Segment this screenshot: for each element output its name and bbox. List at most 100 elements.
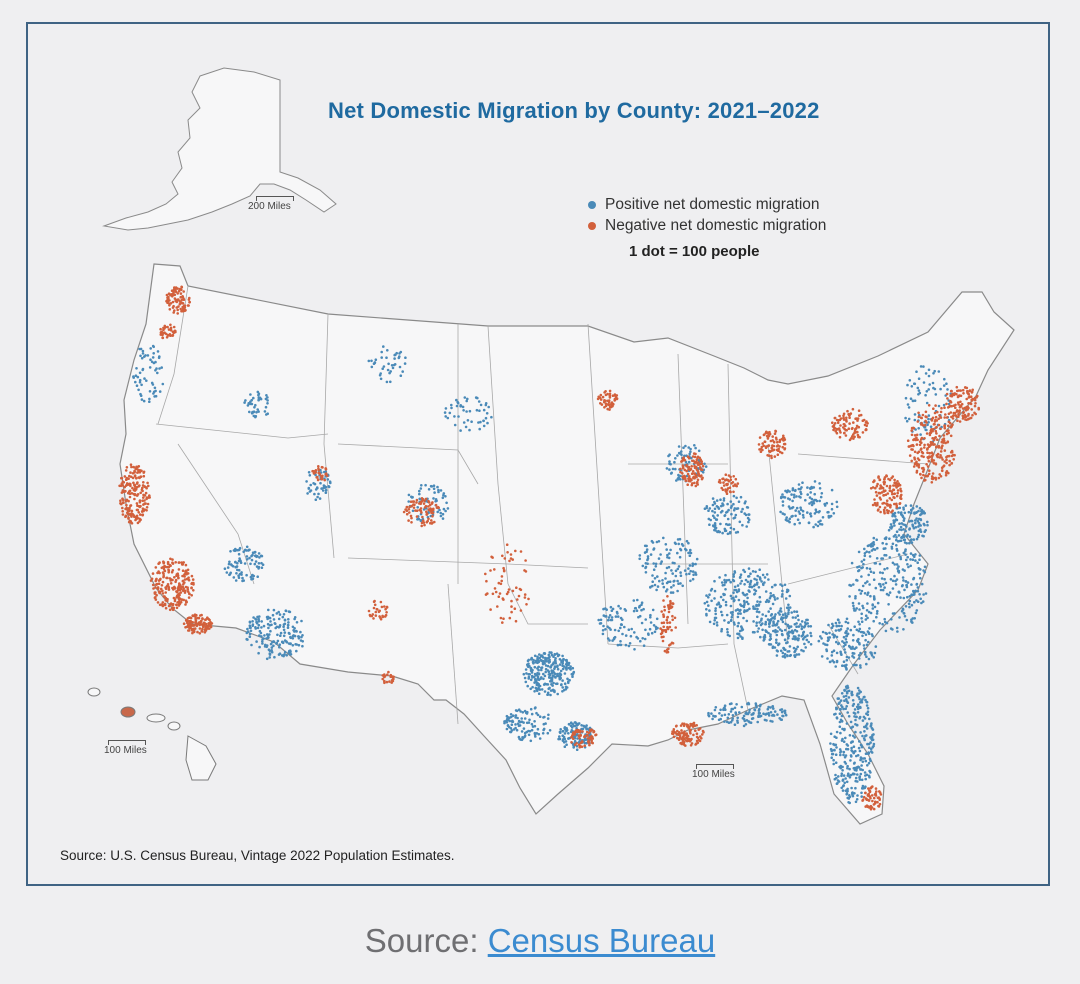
- positive-dot: [704, 465, 708, 468]
- negative-dot: [861, 419, 865, 423]
- negative-dot: [429, 507, 432, 510]
- positive-dot: [543, 660, 546, 664]
- negative-dot: [765, 434, 769, 438]
- positive-dot: [834, 665, 837, 668]
- negative-dot: [128, 489, 132, 493]
- positive-dot: [846, 632, 850, 636]
- positive-dot: [580, 724, 583, 727]
- negative-dot: [729, 478, 733, 482]
- negative-dot: [723, 479, 727, 482]
- negative-dot: [183, 591, 187, 594]
- positive-dot: [569, 665, 572, 668]
- negative-dot: [435, 506, 439, 510]
- negative-dot: [577, 743, 581, 746]
- positive-dot: [713, 511, 717, 514]
- positive-dot: [703, 462, 706, 466]
- positive-dot: [379, 377, 383, 381]
- positive-dot: [540, 654, 543, 657]
- positive-dot: [872, 543, 876, 546]
- positive-dot: [257, 410, 260, 413]
- migration-dot-map: [87, 67, 1015, 825]
- positive-dot: [795, 653, 798, 656]
- positive-dot: [881, 588, 885, 592]
- negative-dot: [312, 470, 316, 473]
- negative-dot: [839, 424, 842, 427]
- positive-dot: [677, 445, 681, 448]
- positive-dot: [908, 527, 911, 530]
- positive-dot: [654, 625, 658, 629]
- negative-dot: [938, 414, 941, 417]
- positive-dot: [883, 567, 886, 571]
- positive-dot: [537, 673, 541, 676]
- positive-dot: [844, 736, 847, 740]
- positive-dot: [781, 620, 785, 624]
- negative-dot: [175, 590, 179, 594]
- negative-dot: [947, 454, 951, 458]
- negative-dot: [882, 508, 886, 512]
- negative-dot: [844, 434, 848, 437]
- positive-dot: [645, 544, 648, 548]
- positive-dot: [575, 724, 579, 727]
- positive-dot: [403, 362, 407, 365]
- negative-dot: [955, 415, 958, 418]
- negative-dot: [698, 456, 701, 460]
- negative-dot: [952, 404, 956, 408]
- negative-dot: [932, 443, 935, 446]
- positive-dot: [722, 707, 725, 710]
- positive-dot: [843, 689, 846, 692]
- positive-dot: [770, 585, 774, 589]
- positive-dot: [861, 698, 864, 701]
- positive-dot: [842, 645, 845, 648]
- negative-dot: [685, 732, 688, 735]
- positive-dot: [897, 569, 901, 573]
- negative-dot: [131, 486, 134, 490]
- positive-dot: [713, 528, 716, 532]
- positive-dot: [723, 720, 726, 723]
- negative-dot: [168, 608, 172, 612]
- negative-dot: [586, 737, 590, 740]
- negative-dot: [136, 468, 139, 471]
- positive-dot: [927, 414, 931, 417]
- positive-dot: [752, 605, 755, 608]
- negative-dot: [899, 490, 903, 493]
- negative-dot: [174, 287, 178, 290]
- positive-dot: [822, 642, 825, 645]
- negative-dot: [178, 582, 181, 585]
- positive-dot: [832, 649, 836, 652]
- negative-dot: [205, 622, 208, 626]
- negative-dot: [167, 588, 171, 591]
- positive-dot: [913, 382, 917, 386]
- positive-dot: [132, 376, 135, 379]
- positive-dot: [922, 569, 925, 572]
- positive-dot: [247, 402, 250, 405]
- positive-dot: [734, 595, 738, 598]
- positive-dot: [429, 484, 433, 488]
- positive-dot: [904, 529, 907, 533]
- negative-dot: [893, 502, 896, 506]
- positive-dot: [697, 449, 701, 453]
- positive-dot: [757, 711, 761, 715]
- negative-dot: [870, 794, 874, 797]
- positive-dot: [254, 626, 257, 629]
- positive-dot: [827, 510, 830, 514]
- positive-dot: [758, 595, 762, 599]
- positive-dot: [688, 554, 692, 557]
- positive-dot: [870, 727, 874, 730]
- negative-dot: [165, 565, 169, 569]
- negative-dot: [128, 513, 132, 517]
- negative-dot: [945, 416, 949, 419]
- positive-dot: [257, 623, 261, 627]
- positive-dot: [536, 687, 539, 691]
- negative-dot: [166, 325, 169, 329]
- negative-dot: [722, 484, 726, 487]
- positive-dot: [324, 488, 328, 492]
- negative-dot: [973, 411, 976, 415]
- positive-dot: [679, 478, 682, 481]
- positive-dot: [779, 649, 783, 653]
- negative-dot: [679, 724, 683, 727]
- positive-dot: [867, 752, 871, 755]
- negative-dot: [876, 501, 879, 505]
- positive-dot: [547, 670, 551, 673]
- positive-dot: [556, 682, 559, 685]
- positive-dot: [858, 623, 861, 626]
